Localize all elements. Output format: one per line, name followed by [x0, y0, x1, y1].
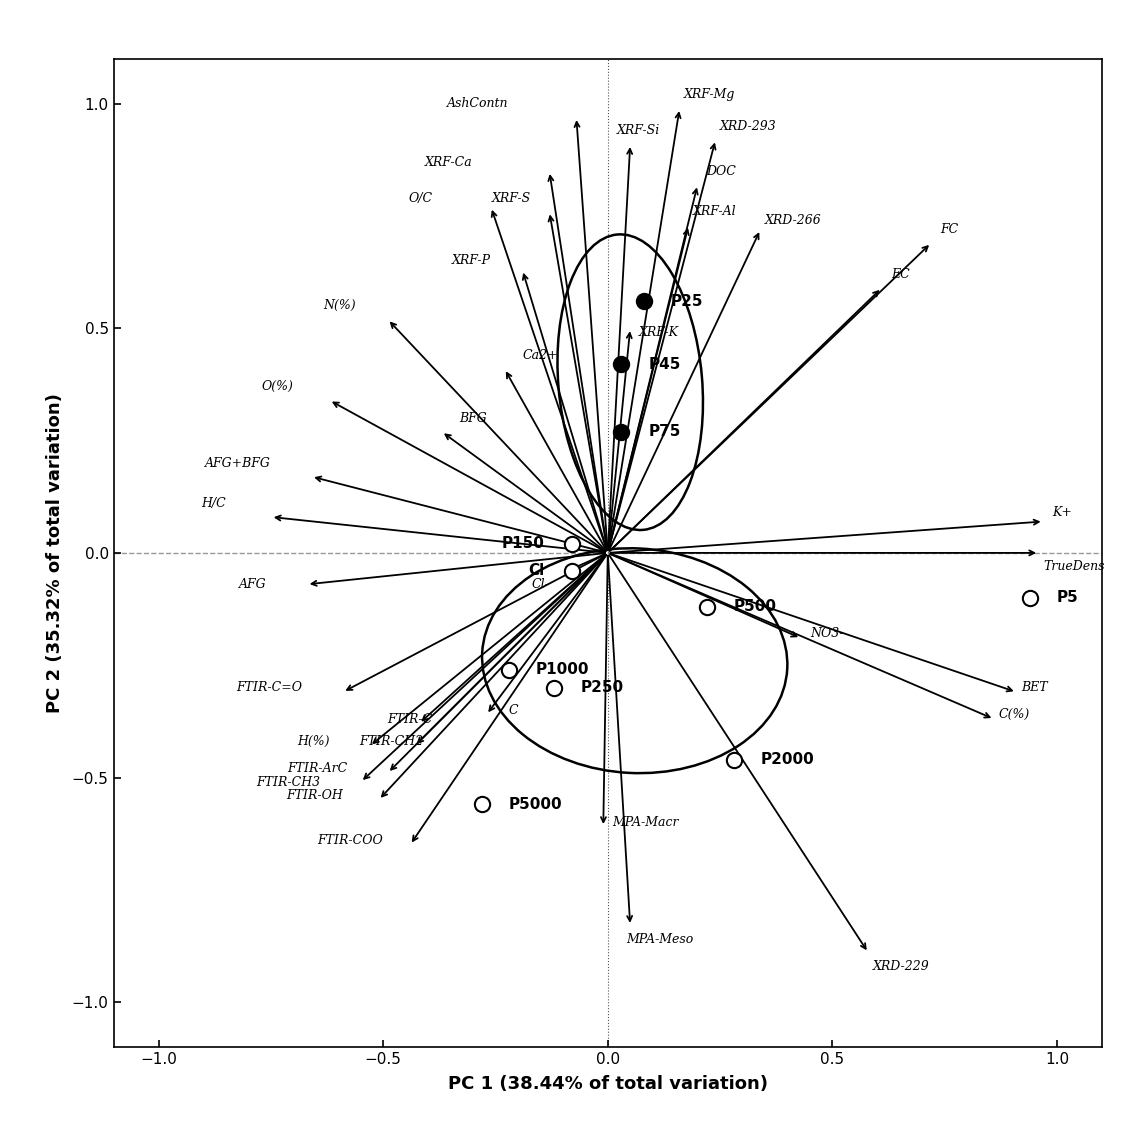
Text: BFG: BFG	[459, 412, 487, 424]
Text: NO3-: NO3-	[810, 627, 843, 641]
Text: XRF-K: XRF-K	[640, 326, 679, 340]
Text: BET: BET	[1021, 682, 1047, 694]
Text: Ca2+: Ca2+	[523, 349, 558, 361]
Text: FTIR-CH2: FTIR-CH2	[359, 735, 424, 748]
Text: TrueDens: TrueDens	[1044, 560, 1105, 573]
Text: AshContn: AshContn	[448, 97, 509, 111]
Text: XRF-Mg: XRF-Mg	[684, 88, 735, 101]
Text: DOC: DOC	[707, 164, 736, 178]
Text: FTIR-CH3: FTIR-CH3	[256, 775, 320, 789]
Text: P5000: P5000	[509, 797, 562, 812]
Y-axis label: PC 2 (35.32% of total variation): PC 2 (35.32% of total variation)	[45, 393, 64, 712]
Text: XRF-Ca: XRF-Ca	[425, 155, 473, 169]
Text: FTIR-C=O: FTIR-C=O	[236, 682, 302, 694]
Text: FTIR-ArC: FTIR-ArC	[287, 762, 348, 775]
Text: O(%): O(%)	[261, 380, 293, 393]
Text: MPA-Macr: MPA-Macr	[612, 816, 678, 829]
Text: XRF-S: XRF-S	[492, 192, 532, 204]
Text: Cl-: Cl-	[532, 578, 550, 591]
Text: XRF-Si: XRF-Si	[617, 124, 660, 137]
Text: O/C: O/C	[409, 192, 433, 204]
Text: XRD-266: XRD-266	[765, 214, 821, 227]
Text: H(%): H(%)	[296, 735, 329, 748]
Text: EC: EC	[891, 268, 910, 280]
Text: P250: P250	[580, 681, 624, 695]
Text: AFG+BFG: AFG+BFG	[204, 456, 270, 470]
Text: N(%): N(%)	[324, 300, 357, 312]
Text: XRF-P: XRF-P	[452, 254, 491, 268]
Text: H/C: H/C	[201, 497, 226, 510]
Text: P5: P5	[1056, 591, 1079, 605]
Text: P45: P45	[649, 357, 680, 372]
Text: C(%): C(%)	[999, 708, 1030, 722]
X-axis label: PC 1 (38.44% of total variation): PC 1 (38.44% of total variation)	[448, 1075, 768, 1093]
Text: FTIR-COO: FTIR-COO	[317, 834, 383, 847]
Text: XRD-293: XRD-293	[720, 120, 777, 132]
Text: XRD-229: XRD-229	[872, 960, 929, 972]
Text: AFG: AFG	[239, 578, 266, 591]
Text: P75: P75	[649, 424, 680, 439]
Text: P150: P150	[502, 537, 545, 552]
Text: FTIR-OH: FTIR-OH	[286, 789, 343, 801]
Text: FTIR-C: FTIR-C	[387, 712, 433, 726]
Text: Cl: Cl	[528, 563, 545, 578]
Text: P25: P25	[670, 294, 703, 309]
Text: P1000: P1000	[536, 662, 590, 677]
Text: K+: K+	[1052, 506, 1072, 519]
Text: P500: P500	[734, 600, 777, 614]
Text: C: C	[509, 703, 518, 717]
Text: FC: FC	[941, 223, 959, 236]
Text: XRF-Al: XRF-Al	[693, 205, 737, 218]
Text: MPA-Meso: MPA-Meso	[626, 933, 693, 946]
Text: P2000: P2000	[760, 752, 815, 767]
